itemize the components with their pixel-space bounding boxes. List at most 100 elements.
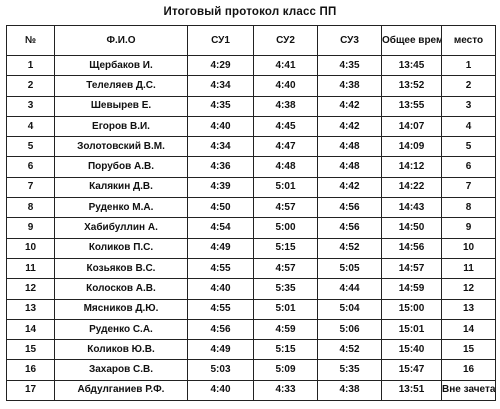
cell-name: Золотовский В.М. <box>54 136 188 158</box>
header-place: место <box>441 25 496 56</box>
table-header: № Ф.И.О СУ1 СУ2 СУ3 Общее время место <box>6 25 496 56</box>
cell-su3: 4:35 <box>317 54 382 77</box>
cell-su2: 4:40 <box>253 75 318 97</box>
cell-su2: 4:57 <box>253 257 318 280</box>
cell-su2: 4:59 <box>253 318 318 341</box>
cell-total-time: 15:01 <box>381 318 442 341</box>
table-row: 8 Руденко М.А. 4:50 4:57 4:56 14:43 8 <box>6 197 496 219</box>
cell-su1: 4:49 <box>187 237 254 259</box>
cell-num: 2 <box>6 75 55 97</box>
cell-place: 2 <box>441 75 496 97</box>
cell-total-time: 14:22 <box>381 176 442 199</box>
cell-su3: 4:38 <box>317 75 382 97</box>
cell-name: Егоров В.И. <box>54 115 188 138</box>
cell-name: Хабибуллин А. <box>54 217 188 239</box>
cell-place: 14 <box>441 318 496 341</box>
cell-su2: 5:00 <box>253 217 318 239</box>
cell-place: 11 <box>441 257 496 280</box>
cell-su2: 5:09 <box>253 359 318 381</box>
table-row: 7 Калякин Д.В. 4:39 5:01 4:42 14:22 7 <box>6 176 496 199</box>
cell-total-time: 13:51 <box>381 379 442 402</box>
cell-name: Колосков А.В. <box>54 278 188 300</box>
cell-su2: 5:15 <box>253 339 318 361</box>
cell-su2: 4:45 <box>253 115 318 138</box>
table-row: 17 Абдулганиев Р.Ф. 4:40 4:33 4:38 13:51 Вне з… <box>6 379 496 402</box>
table-row: 4 Егоров В.И. 4:40 4:45 4:42 14:07 4 <box>6 115 496 138</box>
header-name: Ф.И.О <box>54 25 188 56</box>
cell-su3: 4:38 <box>317 379 382 402</box>
cell-total-time: 13:52 <box>381 75 442 97</box>
cell-place: 15 <box>441 339 496 361</box>
cell-name: Захаров С.В. <box>54 359 188 381</box>
cell-place: 16 <box>441 359 496 381</box>
header-su3: СУ3 <box>317 25 382 56</box>
cell-name: Порубов А.В. <box>54 156 188 178</box>
table-row: 9 Хабибуллин А. 4:54 5:00 4:56 14:50 9 <box>6 217 496 239</box>
cell-su2: 4:33 <box>253 379 318 402</box>
cell-name: Мясников Д.Ю. <box>54 298 188 320</box>
cell-place: 8 <box>441 197 496 219</box>
cell-su1: 4:40 <box>187 379 254 402</box>
cell-num: 9 <box>6 217 55 239</box>
cell-su3: 4:42 <box>317 176 382 199</box>
cell-num: 5 <box>6 136 55 158</box>
cell-num: 7 <box>6 176 55 199</box>
cell-su3: 4:56 <box>317 197 382 219</box>
cell-su3: 4:48 <box>317 136 382 158</box>
table-row: 12 Колосков А.В. 4:40 5:35 4:44 14:59 12 <box>6 278 496 300</box>
cell-place: 3 <box>441 95 496 117</box>
cell-su2: 4:47 <box>253 136 318 158</box>
cell-num: 15 <box>6 339 55 361</box>
cell-place: 5 <box>441 136 496 158</box>
cell-su3: 4:44 <box>317 278 382 300</box>
table-row: 11 Козьяков В.С. 4:55 4:57 5:05 14:57 11 <box>6 257 496 280</box>
cell-su1: 4:36 <box>187 156 254 178</box>
table-body: 1 Щербаков И. 4:29 4:41 4:35 13:45 1 2 Телеляев … <box>6 54 496 402</box>
cell-num: 14 <box>6 318 55 341</box>
cell-place: 1 <box>441 54 496 77</box>
cell-place: 4 <box>441 115 496 138</box>
cell-total-time: 14:09 <box>381 136 442 158</box>
cell-su1: 4:35 <box>187 95 254 117</box>
cell-su1: 5:03 <box>187 359 254 381</box>
cell-place: 10 <box>441 237 496 259</box>
results-table: № Ф.И.О СУ1 СУ2 СУ3 Общее время место 1Щ… <box>6 25 496 402</box>
cell-name: Руденко С.А. <box>54 318 188 341</box>
cell-place: 6 <box>441 156 496 178</box>
cell-total-time: 14:59 <box>381 278 442 300</box>
cell-su2: 5:15 <box>253 237 318 259</box>
cell-total-time: 13:55 <box>381 95 442 117</box>
cell-name: Шевырев Е. <box>54 95 188 117</box>
cell-su1: 4:34 <box>187 136 254 158</box>
cell-total-time: 15:47 <box>381 359 442 381</box>
cell-total-time: 15:40 <box>381 339 442 361</box>
cell-total-time: 14:07 <box>381 115 442 138</box>
cell-su3: 5:04 <box>317 298 382 320</box>
cell-num: 17 <box>6 379 55 402</box>
cell-num: 6 <box>6 156 55 178</box>
cell-total-time: 14:43 <box>381 197 442 219</box>
cell-su1: 4:40 <box>187 278 254 300</box>
cell-su1: 4:55 <box>187 298 254 320</box>
cell-su1: 4:56 <box>187 318 254 341</box>
table-row: 10 Коликов П.С. 4:49 5:15 4:52 14:56 10 <box>6 237 496 259</box>
cell-place: 9 <box>441 217 496 239</box>
cell-total-time: 15:00 <box>381 298 442 320</box>
cell-su1: 4:40 <box>187 115 254 138</box>
cell-su3: 4:52 <box>317 339 382 361</box>
cell-su1: 4:49 <box>187 339 254 361</box>
cell-su3: 5:06 <box>317 318 382 341</box>
cell-place: 13 <box>441 298 496 320</box>
cell-num: 11 <box>6 257 55 280</box>
cell-name: Коликов П.С. <box>54 237 188 259</box>
header-su2: СУ2 <box>253 25 318 56</box>
table-row: 16 Захаров С.В. 5:03 5:09 5:35 15:47 16 <box>6 359 496 381</box>
cell-su3: 4:56 <box>317 217 382 239</box>
table-row: 14 Руденко С.А. 4:56 4:59 5:06 15:01 14 <box>6 318 496 341</box>
cell-su3: 4:48 <box>317 156 382 178</box>
cell-total-time: 14:50 <box>381 217 442 239</box>
cell-total-time: 13:45 <box>381 54 442 77</box>
cell-total-time: 14:12 <box>381 156 442 178</box>
cell-num: 3 <box>6 95 55 117</box>
cell-name: Руденко М.А. <box>54 197 188 219</box>
